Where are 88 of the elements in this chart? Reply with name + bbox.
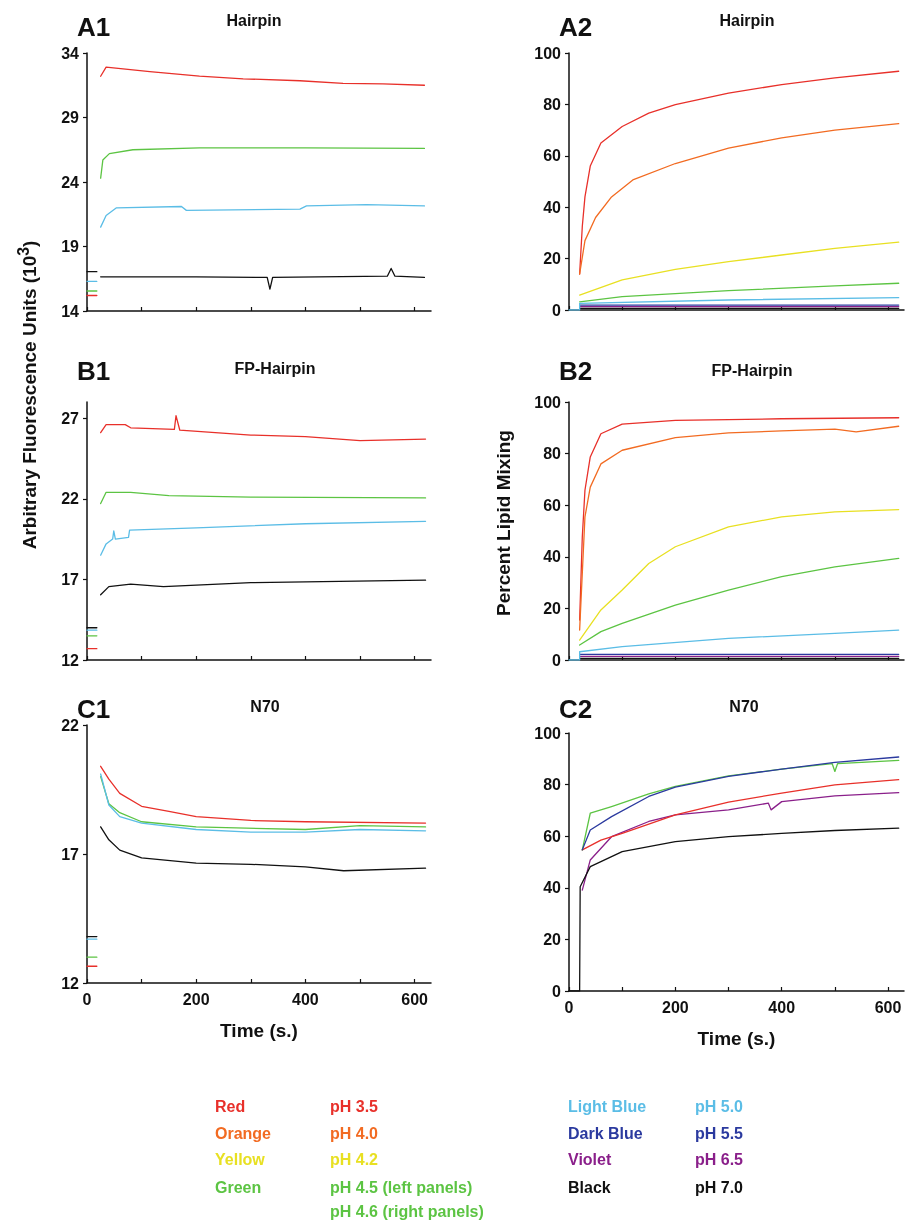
line-series <box>568 629 900 661</box>
line-series <box>100 66 426 86</box>
line-series <box>578 508 900 641</box>
text: pH 4.5 (left panels) <box>330 1179 473 1197</box>
y-tick-label: 60 <box>543 496 562 514</box>
y-tick-label: 100 <box>534 44 562 62</box>
line-series <box>100 520 427 556</box>
text: pH 7.0 <box>695 1179 744 1197</box>
chart-title: Hairpin <box>226 12 282 30</box>
text: Dark Blue <box>568 1125 643 1143</box>
line-series <box>100 491 427 505</box>
line-series <box>568 297 900 311</box>
line-series <box>100 147 426 179</box>
y-tick-label: 20 <box>543 250 562 268</box>
chart-title: Hairpin <box>719 12 775 30</box>
x-tick-label: 0 <box>82 990 92 1008</box>
text: Green <box>215 1179 262 1197</box>
line-series <box>100 765 427 824</box>
x-axis-title: Time (s.) <box>697 1028 776 1049</box>
y-tick-label: 34 <box>61 44 80 62</box>
y-tick-label: 22 <box>61 716 80 734</box>
text: pH 4.2 <box>330 1151 379 1169</box>
x-axis-title: Time (s.) <box>220 1020 298 1041</box>
text: pH 4.0 <box>330 1125 379 1143</box>
chart-title: N70 <box>729 698 759 716</box>
y-tick-label: 12 <box>61 651 80 669</box>
y-tick-label: 40 <box>543 879 562 897</box>
text: Red <box>215 1098 246 1116</box>
line-series <box>100 203 426 228</box>
text: B1 <box>77 356 111 387</box>
text: C1 <box>77 694 111 724</box>
y-tick-label: 100 <box>534 393 562 411</box>
line-series <box>100 267 426 290</box>
text: Black <box>568 1179 611 1197</box>
y-axis-title: Percent Lipid Mixing <box>493 430 515 616</box>
text: C2 <box>559 694 593 725</box>
x-tick-label: 600 <box>874 998 902 1016</box>
text: pH 4.6 (right panels) <box>330 1203 484 1221</box>
text: A2 <box>559 12 593 43</box>
y-tick-label: 12 <box>61 974 80 992</box>
y-tick-label: 60 <box>543 147 562 165</box>
line-series <box>100 415 427 442</box>
text: Violet <box>568 1151 612 1169</box>
y-tick-label: 20 <box>543 930 562 948</box>
line-series <box>100 826 427 872</box>
text: pH 5.0 <box>695 1098 744 1116</box>
y-tick-label: 0 <box>552 651 562 669</box>
y-tick-label: 60 <box>543 827 562 845</box>
y-tick-label: 40 <box>543 198 562 216</box>
x-tick-label: 400 <box>768 998 796 1016</box>
y-tick-label: 24 <box>61 173 80 191</box>
x-tick-label: 200 <box>662 998 689 1016</box>
text: B2 <box>559 356 593 387</box>
y-tick-label: 22 <box>61 490 80 508</box>
text: Orange <box>215 1125 272 1143</box>
chart-title: N70 <box>250 698 280 716</box>
line-series <box>578 557 900 646</box>
y-tick-label: 80 <box>543 776 562 794</box>
text: A1 <box>77 12 111 43</box>
line-series <box>578 282 900 303</box>
line-series <box>581 779 900 851</box>
y-tick-label: 80 <box>543 445 562 463</box>
y-tick-label: 17 <box>61 570 80 588</box>
text: pH 3.5 <box>330 1098 379 1116</box>
y-tick-label: 14 <box>61 302 80 320</box>
x-tick-label: 200 <box>182 990 210 1008</box>
chart-title: FP-Hairpin <box>711 362 793 380</box>
text: Light Blue <box>568 1098 647 1116</box>
chart-title: FP-Hairpin <box>234 360 316 378</box>
line-series <box>578 123 900 275</box>
y-tick-label: 100 <box>534 724 562 742</box>
text: Yellow <box>215 1151 265 1169</box>
line-series <box>581 791 900 891</box>
y-tick-label: 29 <box>61 109 80 126</box>
y-tick-label: 80 <box>543 95 562 113</box>
y-tick-label: 40 <box>543 548 562 566</box>
y-tick-label: 27 <box>61 409 80 427</box>
line-series <box>100 579 427 596</box>
text: pH 6.5 <box>695 1151 744 1169</box>
x-tick-label: 600 <box>401 990 429 1008</box>
x-tick-label: 0 <box>564 998 574 1016</box>
y-tick-label: 17 <box>61 845 80 863</box>
y-tick-label: 19 <box>61 238 80 255</box>
y-tick-label: 20 <box>543 599 562 617</box>
x-tick-label: 400 <box>292 990 319 1008</box>
text: pH 5.5 <box>695 1125 744 1143</box>
line-series <box>578 241 900 296</box>
y-tick-label: 0 <box>552 301 562 319</box>
